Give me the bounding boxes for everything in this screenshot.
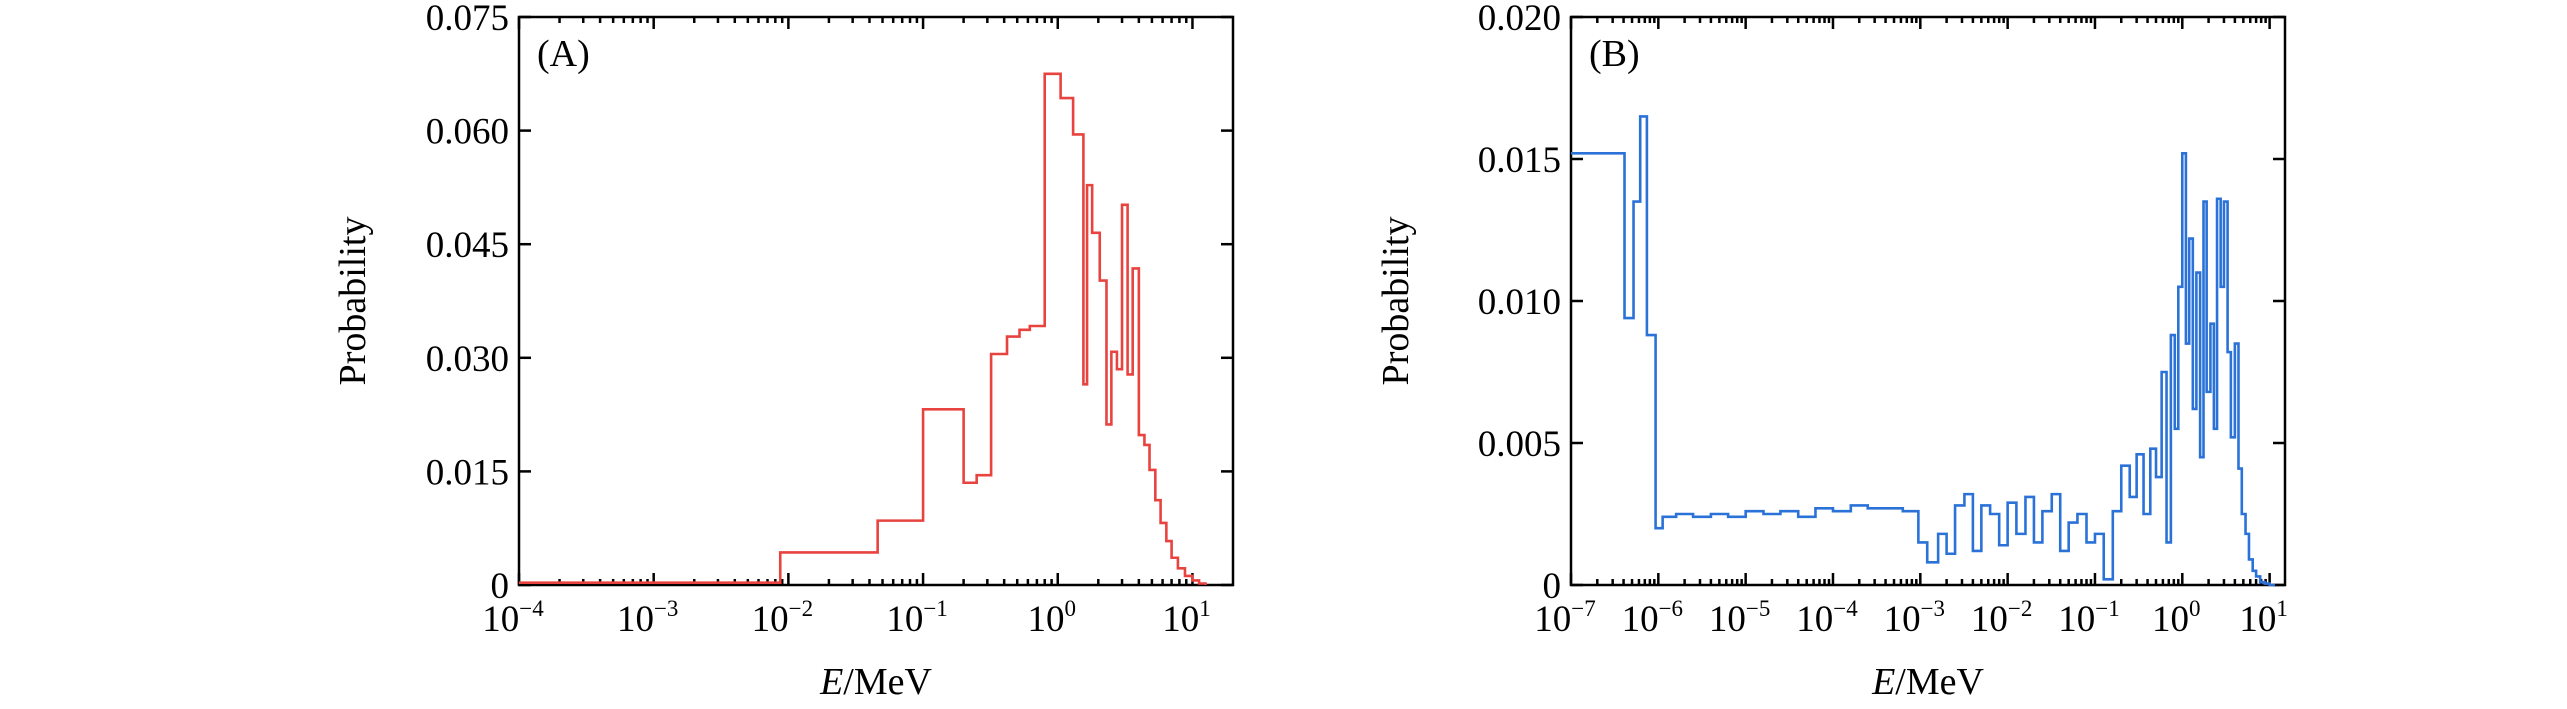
x-tick-label: 10−1 [886,596,947,640]
x-tick-label: 10−5 [1709,596,1770,640]
x-tick-label: 10−6 [1622,596,1683,640]
x-tick-exponent: −1 [923,596,947,621]
x-tick-label: 10−3 [617,596,678,640]
x-tick-base: 10 [1884,599,1921,640]
x-tick-base: 10 [1028,599,1065,640]
x-tick-label: 10−2 [752,596,813,640]
panel-a-xlabel-unit: /MeV [843,661,932,703]
x-tick-base: 10 [752,599,789,640]
x-tick-base: 10 [1796,599,1833,640]
x-tick-base: 10 [2058,599,2095,640]
x-tick-base: 10 [482,599,519,640]
x-tick-base: 10 [1622,599,1659,640]
x-tick-exponent: −5 [1746,596,1770,621]
panel-a-y-ticks: 0 0.015 0.030 0.045 0.060 0.075 [426,0,1233,607]
x-tick-label: 100 [2152,596,2201,640]
y-tick-label: 0.010 [1478,282,1561,323]
x-tick-label: 10−4 [482,596,544,640]
x-tick-exponent: 0 [2189,596,2201,621]
x-tick-base: 10 [886,599,923,640]
x-tick-exponent: −4 [519,596,544,621]
x-tick-base: 10 [617,599,654,640]
panel-b-x-ticks: 10−7 10−6 10−5 10−4 10−3 10−2 10−1 100 101 [1534,17,2288,640]
x-tick-label: 101 [1162,596,1211,640]
panel-a-xlabel-symbol: E [819,661,843,703]
y-tick-label: 0.075 [426,0,509,39]
panel-a-label: (A) [537,33,590,75]
x-tick-label: 10−2 [1971,596,2032,640]
y-tick-label: 0.030 [426,339,509,380]
y-tick-label: 0 [491,566,510,607]
x-tick-label: 101 [2239,596,2288,640]
panel-b-xlabel-symbol: E [1871,661,1895,703]
x-tick-exponent: −2 [2008,596,2032,621]
x-tick-exponent: −6 [1659,596,1683,621]
y-tick-label: 0.045 [426,225,509,266]
y-tick-label: 0.060 [426,112,509,153]
panel-b-xlabel-unit: /MeV [1895,661,1984,703]
panel-a-xlabel: E/MeV [819,661,932,703]
x-tick-base: 10 [1534,599,1571,640]
x-tick-base: 10 [1162,599,1199,640]
x-tick-exponent: −3 [1921,596,1945,621]
panel-a-frame [517,15,1235,587]
x-tick-base: 10 [1709,599,1746,640]
x-tick-exponent: 1 [2276,596,2288,621]
x-tick-exponent: −3 [654,596,678,621]
panel-b-label: (B) [1589,33,1640,75]
x-tick-exponent: −4 [1833,596,1858,621]
x-tick-base: 10 [2152,599,2189,640]
panel-a-x-ticks: 10−4 10−3 10−2 10−1 100 101 [482,17,1211,640]
panel-b-series-line [1571,115,2275,587]
panel-a-ylabel: Probability [332,217,374,386]
x-tick-label: 10−3 [1884,596,1945,640]
y-tick-label: 0.005 [1478,424,1561,465]
y-tick-label: 0.015 [426,452,509,493]
x-tick-base: 10 [1971,599,2008,640]
panel-b-ylabel: Probability [1375,217,1417,386]
panel-a-series-line [519,72,1207,585]
x-tick-label: 100 [1028,596,1077,640]
x-tick-exponent: −2 [789,596,813,621]
panel-b-y-ticks: 0 0.005 0.010 0.015 0.020 [1478,0,2285,607]
x-tick-label: 10−7 [1534,596,1595,640]
x-tick-exponent: −7 [1571,596,1595,621]
y-tick-label: 0.015 [1478,140,1561,181]
x-tick-exponent: 0 [1065,596,1077,621]
panel-a: (A) Probability E/MeV 0 0.015 0.030 0.045 0.… [332,0,1235,703]
x-tick-label: 10−4 [1796,596,1858,640]
y-tick-label: 0.020 [1478,0,1561,39]
x-tick-exponent: 1 [1199,596,1211,621]
x-tick-base: 10 [2239,599,2276,640]
panel-b: (B) Probability E/MeV 0 0.005 0.010 0.015 0.… [1375,0,2288,703]
y-tick-label: 0 [1543,566,1562,607]
x-tick-label: 10−1 [2058,596,2119,640]
x-tick-exponent: −1 [2095,596,2119,621]
panel-b-xlabel: E/MeV [1871,661,1984,703]
